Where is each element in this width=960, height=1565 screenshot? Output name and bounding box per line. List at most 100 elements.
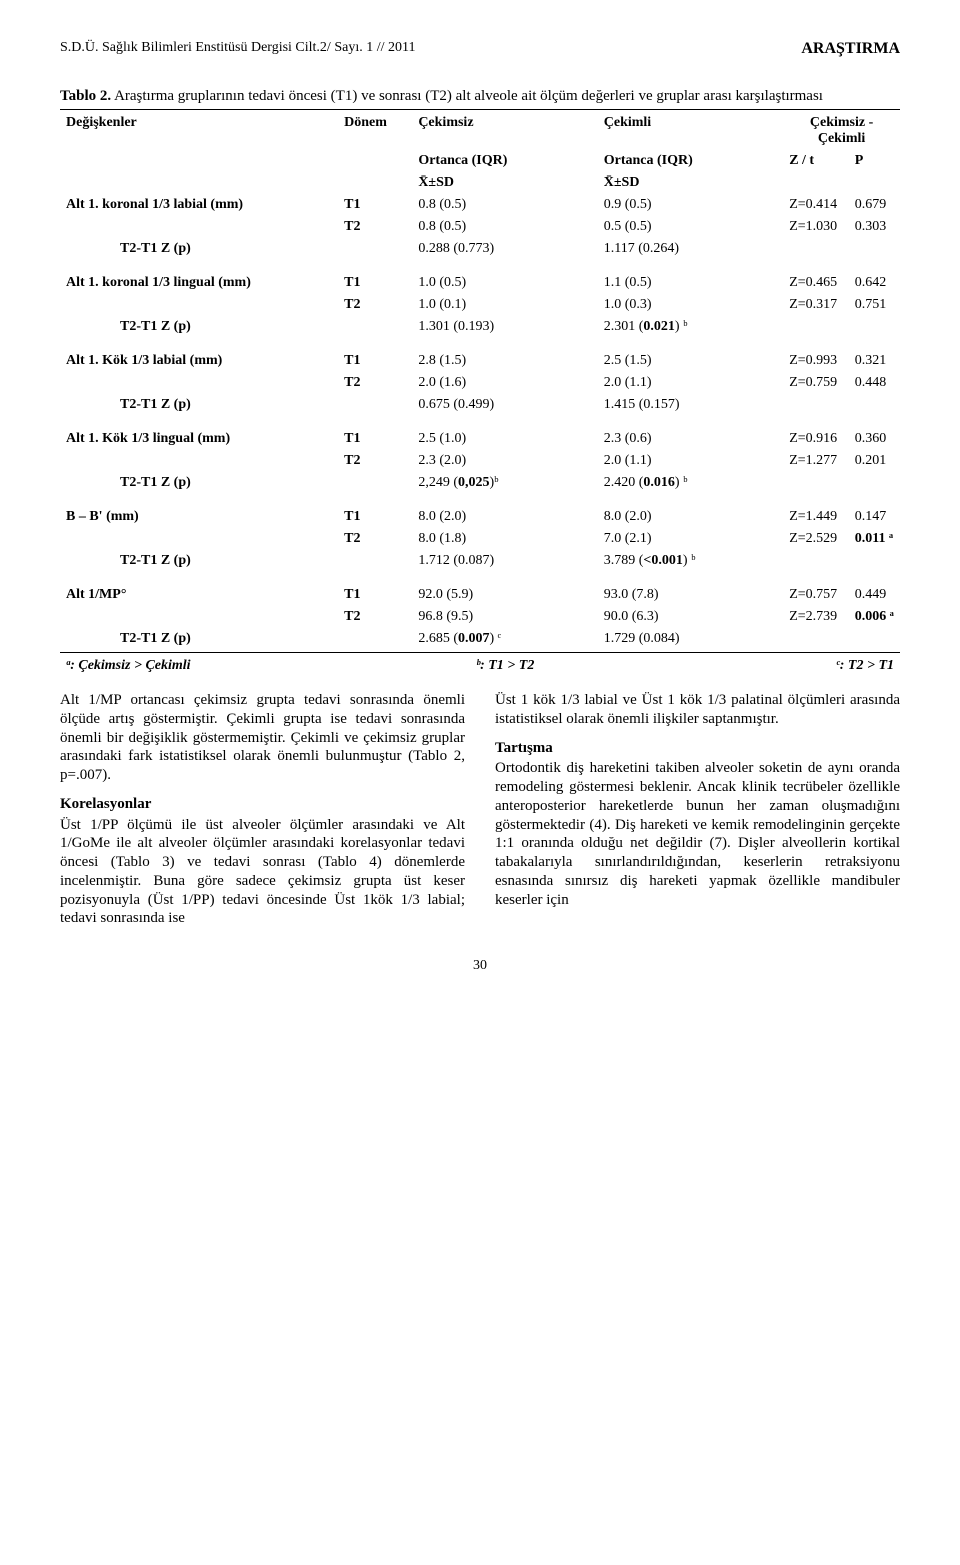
table-row: T22.0 (1.6)2.0 (1.1)Z=0.7590.448 xyxy=(60,372,900,394)
table-row: T296.8 (9.5)90.0 (6.3)Z=2.7390.006 ᵃ xyxy=(60,606,900,628)
section-label: ARAŞTIRMA xyxy=(801,40,900,58)
page-header: S.D.Ü. Sağlık Bilimleri Enstitüsü Dergis… xyxy=(60,40,900,58)
cell-v1: 2.3 (2.0) xyxy=(412,450,597,472)
cell-v1: 1.0 (0.5) xyxy=(412,272,597,294)
rule-bottom xyxy=(60,652,900,653)
cell-donem: T2 xyxy=(338,372,412,394)
cell-v1: 96.8 (9.5) xyxy=(412,606,597,628)
table-label: Tablo 2. xyxy=(60,88,111,104)
cell-v2: 93.0 (7.8) xyxy=(598,584,783,606)
cell-p: 0.751 xyxy=(849,294,900,316)
table-row: T2-T1 Z (p)1.712 (0.087)3.789 (<0.001) ᵇ xyxy=(60,550,900,572)
cell-var xyxy=(60,528,338,550)
cell-z xyxy=(783,394,849,416)
cell-p: 0.642 xyxy=(849,272,900,294)
cell-var: T2-T1 Z (p) xyxy=(60,394,338,416)
cell-v2: 1.117 (0.264) xyxy=(598,238,783,260)
cell-donem: T2 xyxy=(338,528,412,550)
cell-p: 0.303 xyxy=(849,216,900,238)
cell-donem: T1 xyxy=(338,584,412,606)
table-row: Alt 1/MP°T192.0 (5.9)93.0 (7.8)Z=0.7570.… xyxy=(60,584,900,606)
table-caption-text: Araştırma gruplarının tedavi öncesi (T1)… xyxy=(111,88,823,104)
cell-var xyxy=(60,216,338,238)
table-row: T2-T1 Z (p) 2.685 (0.007) ᶜ1.729 (0.084) xyxy=(60,628,900,650)
cell-v1: 8.0 (2.0) xyxy=(412,506,597,528)
cell-z: Z=0.317 xyxy=(783,294,849,316)
cell-p xyxy=(849,316,900,338)
para-l2: Üst 1/PP ölçümü ile üst alveoler ölçümle… xyxy=(60,816,465,929)
cell-var: T2-T1 Z (p) xyxy=(60,628,338,650)
cell-v2: 0.5 (0.5) xyxy=(598,216,783,238)
cell-var xyxy=(60,294,338,316)
table-row: T22.3 (2.0)2.0 (1.1)Z=1.2770.201 xyxy=(60,450,900,472)
cell-v2: 7.0 (2.1) xyxy=(598,528,783,550)
page-number: 30 xyxy=(60,958,900,974)
cell-v1: 92.0 (5.9) xyxy=(412,584,597,606)
cell-v1: 0.675 (0.499) xyxy=(412,394,597,416)
cell-p: 0.360 xyxy=(849,428,900,450)
table-row: Alt 1. Kök 1/3 lingual (mm)T12.5 (1.0)2.… xyxy=(60,428,900,450)
cell-var xyxy=(60,606,338,628)
cell-z xyxy=(783,550,849,572)
cell-p: 0.321 xyxy=(849,350,900,372)
cell-donem xyxy=(338,316,412,338)
cell-v1: 0.288 (0.773) xyxy=(412,238,597,260)
table-row: T20.8 (0.5)0.5 (0.5)Z=1.0300.303 xyxy=(60,216,900,238)
cell-z xyxy=(783,628,849,650)
table-row: T28.0 (1.8)7.0 (2.1)Z=2.5290.011 ᵃ xyxy=(60,528,900,550)
cell-donem: T2 xyxy=(338,450,412,472)
cell-var: T2-T1 Z (p) xyxy=(60,238,338,260)
th-ort1: Ortanca (IQR) xyxy=(412,150,597,172)
header-row-2: Ortanca (IQR) Ortanca (IQR) Z / t P xyxy=(60,150,900,172)
cell-v2: 8.0 (2.0) xyxy=(598,506,783,528)
cell-v2: 90.0 (6.3) xyxy=(598,606,783,628)
cell-z: Z=2.529 xyxy=(783,528,849,550)
cell-p: 0.011 ᵃ xyxy=(849,528,900,550)
table-row: T21.0 (0.1)1.0 (0.3)Z=0.3170.751 xyxy=(60,294,900,316)
th-cekimsiz: Çekimsiz xyxy=(412,112,597,150)
cell-v1: 2.8 (1.5) xyxy=(412,350,597,372)
cell-v2: 2.420 (0.016) ᵇ xyxy=(598,472,783,494)
cell-v2: 1.415 (0.157) xyxy=(598,394,783,416)
table-row: T2-T1 Z (p)2,249 (0,025)ᵇ2.420 (0.016) ᵇ xyxy=(60,472,900,494)
cell-z xyxy=(783,316,849,338)
cell-v2: 1.729 (0.084) xyxy=(598,628,783,650)
th-ort2: Ortanca (IQR) xyxy=(598,150,783,172)
cell-p: 0.147 xyxy=(849,506,900,528)
footnote-b: ᵇ: T1 > T2 xyxy=(476,658,534,673)
cell-donem: T1 xyxy=(338,272,412,294)
cell-z: Z=0.465 xyxy=(783,272,849,294)
footnote-c: ᶜ: T2 > T1 xyxy=(836,658,894,673)
cell-v1: 2.5 (1.0) xyxy=(412,428,597,450)
table-caption: Tablo 2. Araştırma gruplarının tedavi ön… xyxy=(60,88,900,105)
cell-donem: T1 xyxy=(338,428,412,450)
cell-var xyxy=(60,450,338,472)
para-r1: Üst 1 kök 1/3 labial ve Üst 1 kök 1/3 pa… xyxy=(495,691,900,729)
journal-title: S.D.Ü. Sağlık Bilimleri Enstitüsü Dergis… xyxy=(60,40,415,56)
header-row-1: Değişkenler Dönem Çekimsiz Çekimli Çekim… xyxy=(60,112,900,150)
cell-v1: 1.0 (0.1) xyxy=(412,294,597,316)
cell-donem: T2 xyxy=(338,294,412,316)
cell-var: Alt 1/MP° xyxy=(60,584,338,606)
cell-p xyxy=(849,394,900,416)
th-cekimli: Çekimli xyxy=(598,112,783,150)
cell-donem: T1 xyxy=(338,194,412,216)
th-donem: Dönem xyxy=(338,112,412,150)
cell-z: Z=1.277 xyxy=(783,450,849,472)
cell-donem xyxy=(338,550,412,572)
table-body: Alt 1. koronal 1/3 labial (mm)T10.8 (0.5… xyxy=(60,194,900,650)
cell-z xyxy=(783,472,849,494)
cell-p: 0.679 xyxy=(849,194,900,216)
cell-z: Z=2.739 xyxy=(783,606,849,628)
heading-tartisma: Tartışma xyxy=(495,739,900,758)
cell-var: T2-T1 Z (p) xyxy=(60,316,338,338)
cell-p: 0.449 xyxy=(849,584,900,606)
th-xsd1: X̄±SD xyxy=(412,172,597,194)
cell-v1: 2.685 (0.007) ᶜ xyxy=(412,628,597,650)
th-var: Değişkenler xyxy=(60,112,338,150)
cell-var: T2-T1 Z (p) xyxy=(60,472,338,494)
header-row-3: X̄±SD X̄±SD xyxy=(60,172,900,194)
th-xsd2: X̄±SD xyxy=(598,172,783,194)
cell-z: Z=0.414 xyxy=(783,194,849,216)
heading-korelasyonlar: Korelasyonlar xyxy=(60,795,465,814)
